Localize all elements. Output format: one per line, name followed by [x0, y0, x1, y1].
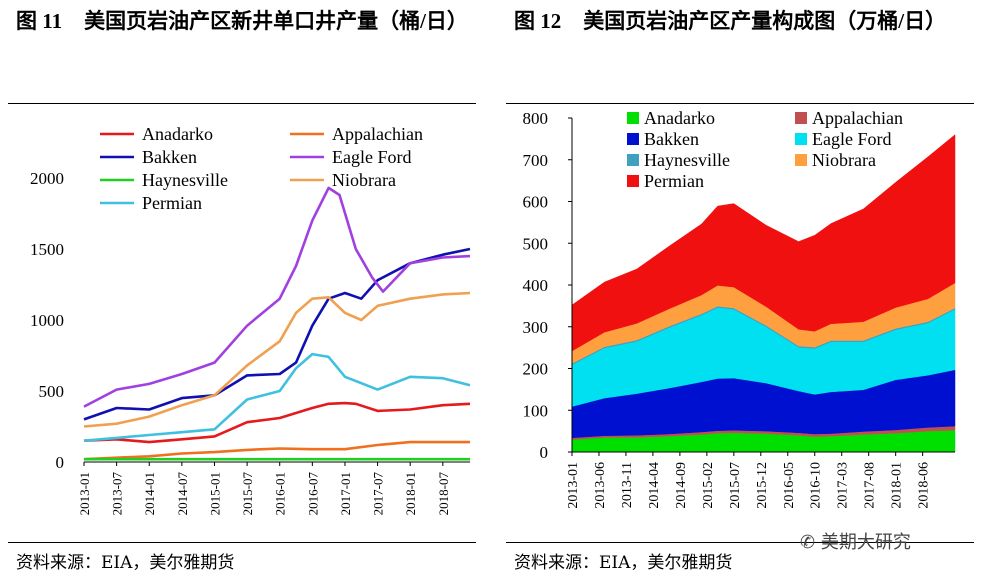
x-tick-label: 2017-08	[863, 462, 878, 509]
y-tick-label: 500	[39, 382, 65, 401]
x-tick-label: 2016-07	[305, 472, 320, 516]
x-tick-label: 2017-07	[371, 472, 386, 516]
series-line-anadarko	[83, 401, 471, 444]
x-tick-label: 2018-07	[436, 472, 451, 516]
series-line-eagle-ford	[83, 186, 471, 408]
legend-label: Bakken	[142, 147, 197, 167]
x-tick-label: 2014-04	[647, 462, 662, 509]
x-tick-label: 2015-12	[755, 462, 770, 509]
wechat-icon: ✆	[800, 532, 816, 553]
left-bottom-rule	[8, 542, 476, 543]
x-tick-label: 2018-01	[890, 462, 905, 509]
legend-label: Eagle Ford	[332, 147, 411, 167]
right-source: 资料来源：EIA，美尔雅期货	[514, 553, 733, 573]
x-tick-label: 2018-01	[403, 472, 418, 515]
series-line-appalachian	[83, 440, 470, 461]
legend-label: Niobrara	[332, 170, 396, 190]
legend-swatch	[795, 154, 807, 166]
legend-label: Permian	[142, 193, 202, 213]
x-tick-label: 2013-01	[77, 472, 92, 515]
legend-label: Appalachian	[332, 124, 423, 144]
y-tick-label: 2000	[30, 169, 64, 188]
watermark: ✆ 美期大研究	[800, 532, 911, 553]
x-tick-label: 2013-11	[620, 462, 635, 508]
legend-label: Niobrara	[812, 150, 876, 170]
legend-label: Haynesville	[644, 150, 730, 170]
left-source: 资料来源：EIA，美尔雅期货	[16, 553, 235, 573]
x-tick-label: 2015-07	[728, 462, 743, 509]
legend-swatch	[795, 112, 807, 124]
x-tick-label: 2016-05	[782, 462, 797, 509]
y-tick-label: 0	[540, 443, 549, 462]
y-tick-label: 0	[56, 453, 65, 472]
right-chart-title: 图 12 美国页岩油产区产量构成图（万桶/日）	[514, 9, 947, 33]
x-tick-label: 2016-01	[273, 472, 288, 515]
x-tick-label: 2015-01	[207, 472, 222, 515]
y-tick-label: 200	[523, 360, 549, 379]
series-line-niobrara	[83, 291, 471, 428]
x-tick-label: 2013-07	[110, 472, 125, 516]
x-tick-label: 2015-07	[240, 472, 255, 516]
legend-label: Permian	[644, 171, 704, 191]
y-tick-label: 1500	[30, 240, 64, 259]
legend-swatch	[627, 133, 639, 145]
x-tick-label: 2015-02	[701, 462, 716, 509]
legend-label: Anadarko	[644, 108, 715, 128]
series-line-permian	[83, 352, 471, 442]
legend-label: Eagle Ford	[812, 129, 891, 149]
y-tick-label: 800	[523, 109, 549, 128]
x-tick-label: 2014-07	[175, 472, 190, 516]
y-tick-label: 1000	[30, 311, 64, 330]
y-tick-label: 600	[523, 193, 549, 212]
x-tick-label: 2014-09	[674, 462, 689, 509]
x-tick-label: 2018-06	[917, 462, 932, 509]
x-tick-label: 2014-01	[142, 472, 157, 515]
x-tick-label: 2017-01	[338, 472, 353, 515]
legend-label: Appalachian	[812, 108, 903, 128]
y-tick-label: 700	[523, 151, 549, 170]
x-tick-label: 2017-03	[836, 462, 851, 509]
y-tick-label: 100	[523, 401, 549, 420]
y-tick-label: 300	[523, 318, 549, 337]
legend-label: Bakken	[644, 129, 699, 149]
x-tick-label: 2013-06	[593, 462, 608, 509]
legend-swatch	[795, 133, 807, 145]
x-tick-label: 2013-01	[566, 462, 581, 509]
left-chart-title: 图 11 美国页岩油产区新井单口井产量（桶/日）	[16, 9, 468, 33]
y-tick-label: 400	[523, 276, 549, 295]
right-bottom-rule	[506, 542, 974, 543]
y-tick-label: 500	[523, 234, 549, 253]
x-tick-label: 2016-10	[809, 462, 824, 509]
legend-swatch	[627, 112, 639, 124]
legend-label: Haynesville	[142, 170, 228, 190]
legend-swatch	[627, 175, 639, 187]
left-top-rule	[8, 103, 476, 104]
area-permian	[571, 134, 956, 352]
series-line-bakken	[83, 247, 471, 421]
legend-swatch	[627, 154, 639, 166]
legend-label: Anadarko	[142, 124, 213, 144]
right-top-rule	[506, 103, 974, 104]
